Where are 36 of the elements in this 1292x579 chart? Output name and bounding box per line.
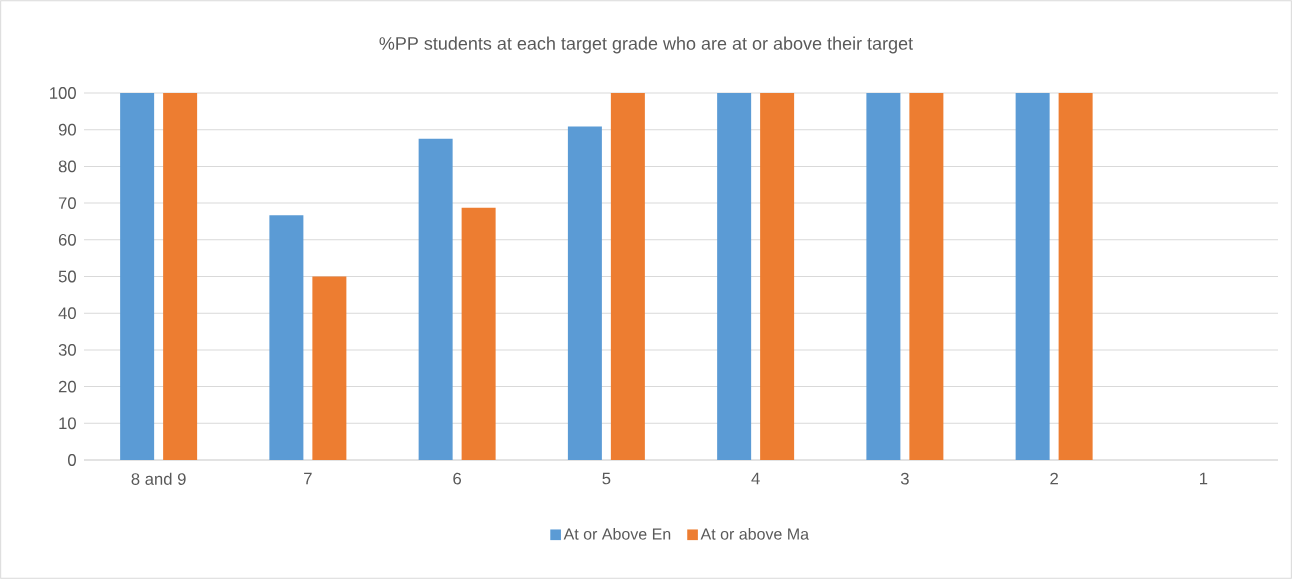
legend-label: At or above Ma (700, 528, 810, 540)
x-tick-label: 7 (304, 472, 312, 485)
bar (1015, 93, 1050, 460)
x-tick-label: 3 (900, 472, 909, 485)
bar (418, 138, 453, 460)
y-tick-label: 20 (58, 380, 76, 393)
y-tick-label: 10 (59, 417, 76, 430)
bar (610, 93, 645, 460)
chart-title: %PP students at each target grade who are at or above their target (379, 36, 913, 54)
y-tick-label: 90 (58, 123, 76, 136)
bar (269, 215, 304, 460)
y-tick-label: 80 (58, 160, 76, 173)
x-tick-label: 6 (453, 472, 462, 485)
x-tick-label: 5 (602, 472, 611, 485)
bar (163, 93, 198, 460)
bar (717, 93, 752, 460)
bar (567, 126, 602, 460)
bar (760, 93, 795, 460)
x-tick-label: 2 (1050, 472, 1058, 485)
y-tick-label: 40 (58, 307, 76, 320)
y-tick-label: 70 (58, 197, 76, 209)
bar (120, 93, 155, 460)
x-tick-label: 4 (751, 472, 760, 485)
bar (312, 276, 347, 460)
y-tick-label: 0 (68, 454, 76, 466)
x-tick-label: 8 and 9 (131, 472, 186, 485)
x-tick-label: 1 (1200, 472, 1208, 485)
bar (461, 207, 496, 460)
y-tick-label: 30 (58, 344, 76, 356)
y-tick-label: 60 (58, 233, 76, 246)
bar (909, 93, 944, 460)
bar (866, 93, 901, 460)
y-tick-label: 50 (58, 270, 76, 283)
bar (1058, 93, 1093, 460)
y-tick-label: 100 (50, 87, 76, 99)
legend-label: At or Above En (563, 528, 671, 540)
